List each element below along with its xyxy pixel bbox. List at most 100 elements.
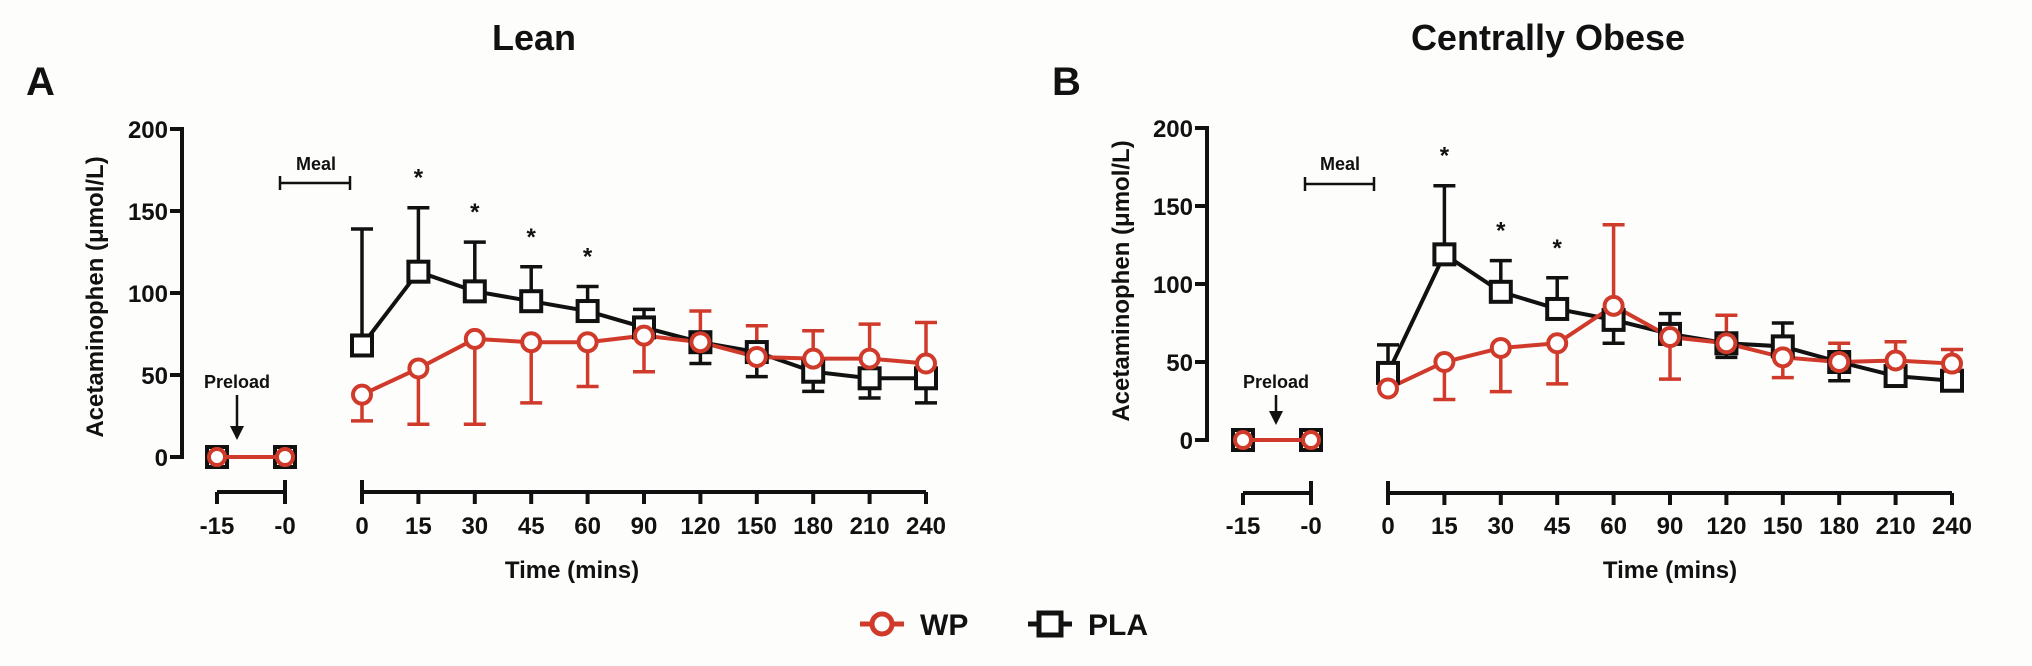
data-point-wp (1659, 326, 1681, 349)
x-axis-title-b: Time (mins) (1603, 557, 1737, 584)
x-tick-label: 15 (405, 513, 432, 540)
data-point-pla (1488, 279, 1513, 304)
significance-star: * (1440, 143, 1450, 170)
data-point-wp (745, 345, 768, 368)
x-tick-label: 15 (1431, 513, 1458, 540)
y-tick-label: 50 (1166, 350, 1193, 377)
data-point-pla (406, 259, 431, 284)
legend-item-pla: PLA (1028, 609, 1148, 642)
legend-wp-circle-icon (869, 611, 895, 637)
data-point-pla (1545, 296, 1570, 321)
x-tick-label: 180 (793, 513, 833, 540)
x-tick-label: 90 (1657, 513, 1684, 540)
y-tick-label: 0 (1180, 428, 1193, 455)
x-tick-label: 0 (1381, 513, 1394, 540)
x-tick-label: 60 (1600, 513, 1627, 540)
data-point-wp (858, 347, 881, 370)
significance-star: * (583, 243, 593, 270)
x-tick-label: 240 (1932, 513, 1972, 540)
significance-star: * (414, 165, 424, 192)
x-tick-label: 210 (1876, 513, 1916, 540)
data-point-pla (1432, 242, 1457, 267)
data-point-wp (1771, 346, 1794, 369)
preload-arrowhead-icon (230, 426, 244, 440)
x-tick-label: 240 (906, 513, 946, 540)
panel-lean: A Lean Acetaminophen (μmol/L) Time (mins… (26, 17, 946, 584)
data-point-wp (1828, 351, 1851, 373)
y-axis-title-a: Acetaminophen (μmol/L) (82, 156, 109, 437)
data-point-pla (857, 366, 882, 391)
panel-letter-a: A (26, 60, 55, 104)
significance-star: * (1553, 235, 1563, 262)
x-tick-label: 90 (631, 513, 658, 540)
x-tick-label: 0 (355, 513, 368, 540)
legend: WP PLA (860, 609, 1148, 642)
y-tick-label: 100 (128, 281, 168, 308)
data-point-wp (1233, 430, 1253, 450)
data-point-wp (407, 357, 430, 380)
x-tick-label: 45 (518, 513, 545, 540)
x-tick-label: 150 (1763, 513, 1803, 540)
panel-title-lean: Lean (492, 17, 576, 58)
panel-letter-b: B (1052, 60, 1081, 104)
x-tick-label: 30 (461, 513, 488, 540)
data-point-wp (802, 347, 825, 370)
legend-label-pla: PLA (1088, 609, 1148, 642)
data-point-wp (1715, 332, 1738, 355)
data-point-wp (463, 327, 486, 350)
data-point-pla (350, 333, 374, 358)
significance-star: * (527, 224, 537, 251)
x-tick-label: -15 (1226, 513, 1261, 540)
x-tick-label: 30 (1487, 513, 1514, 540)
y-tick-label: 50 (141, 363, 168, 390)
data-point-wp (915, 352, 937, 375)
x-tick-label: 45 (1544, 513, 1571, 540)
y-tick-label: 200 (1153, 116, 1193, 143)
x-tick-label: -0 (274, 513, 295, 540)
data-point-wp (1377, 377, 1399, 400)
data-point-pla (462, 279, 487, 304)
y-axis-title-b: Acetaminophen (μmol/L) (1108, 140, 1135, 421)
x-tick-label: 120 (1706, 513, 1746, 540)
data-point-wp (1941, 352, 1963, 375)
x-tick-label: 180 (1819, 513, 1859, 540)
y-tick-label: 0 (155, 445, 168, 472)
data-point-wp (1546, 332, 1569, 355)
y-tick-label: 150 (128, 199, 168, 226)
meal-label-a: Meal (296, 154, 336, 174)
data-point-pla (519, 289, 544, 314)
data-point-wp (207, 447, 227, 467)
data-point-wp (689, 331, 712, 354)
legend-label-wp: WP (920, 609, 968, 642)
plot-area-b: 0 50 100 150 200 -15 -0 0 15 30 45 60 90 120 150 180 210… (1153, 116, 1972, 540)
data-point-wp (576, 331, 599, 354)
y-tick-label: 150 (1153, 194, 1193, 221)
plot-area-a: 0 50 100 150 200 -15 -0 0 15 30 45 60 90 120 150 180 210… (128, 117, 946, 540)
x-axis-title-a: Time (mins) (505, 557, 639, 584)
legend-pla-square-icon (1036, 610, 1064, 638)
significance-star: * (1496, 218, 1506, 245)
data-point-wp (1301, 430, 1321, 450)
data-point-wp (1489, 336, 1512, 359)
legend-item-wp: WP (860, 609, 968, 642)
data-point-wp (520, 331, 543, 354)
data-point-wp (1884, 349, 1907, 372)
data-point-wp (1602, 294, 1625, 317)
preload-arrowhead-icon (1269, 411, 1283, 425)
x-tick-label: 210 (850, 513, 890, 540)
x-tick-label: 60 (574, 513, 601, 540)
significance-star: * (470, 199, 480, 226)
data-point-wp (275, 447, 295, 467)
data-point-pla (575, 299, 600, 324)
meal-label-b: Meal (1320, 154, 1360, 174)
y-tick-label: 200 (128, 117, 168, 144)
y-tick-label: 100 (1153, 272, 1193, 299)
x-tick-label: 120 (680, 513, 720, 540)
data-point-wp (351, 383, 373, 406)
preload-label-b: Preload (1243, 372, 1309, 392)
x-tick-label: -0 (1300, 513, 1321, 540)
preload-label-a: Preload (204, 372, 270, 392)
data-point-wp (1433, 351, 1456, 373)
x-tick-label: -15 (200, 513, 235, 540)
